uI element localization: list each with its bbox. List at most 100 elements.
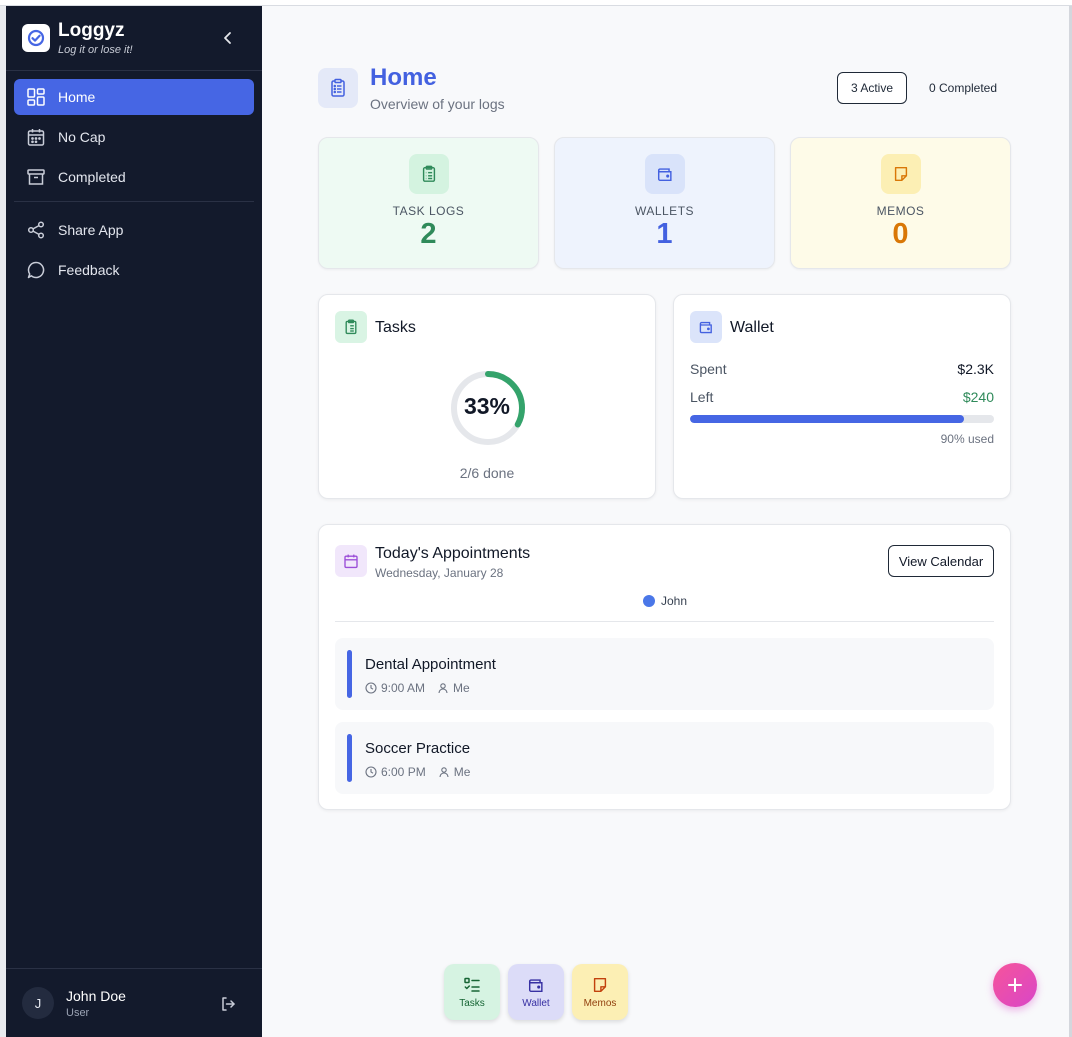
appointment-item[interactable]: Dental Appointment 9:00 AM Me (335, 638, 994, 710)
quick-add-memo-button[interactable]: Memos (572, 964, 628, 1020)
user-icon (439, 767, 449, 778)
wallet-usage-fill (690, 415, 964, 423)
brand-name: Loggyz (58, 20, 125, 41)
wallet-icon (528, 978, 543, 992)
wallet-icon (690, 311, 722, 343)
page-header-icon (318, 68, 358, 108)
wallet-usage-label: 90% used (940, 432, 994, 446)
logo-icon (22, 24, 50, 52)
stat-card-wallets[interactable]: WALLETS 1 (554, 137, 775, 269)
share-icon (27, 221, 45, 239)
wallet-usage-bar (690, 415, 994, 423)
sidebar-item-label: Home (58, 89, 96, 105)
tasks-percent: 33% (463, 393, 511, 419)
quick-action-label: Wallet (522, 997, 550, 1009)
checklist-icon (464, 977, 480, 992)
collapse-sidebar-button[interactable] (218, 28, 238, 48)
sidebar-item-label: Share App (58, 222, 124, 238)
appointments-date: Wednesday, January 28 (375, 566, 504, 580)
browser-top-strip (0, 0, 1072, 6)
sidebar-nav: Home No Cap Completed Share A (6, 71, 262, 288)
sidebar-item-completed[interactable]: Completed (14, 159, 254, 195)
wallet-card[interactable]: Wallet Spent $2.3K Left $240 90% used (673, 294, 1011, 499)
clipboard-icon (331, 78, 345, 97)
stat-value: 0 (892, 218, 909, 250)
wallet-card-title: Wallet (730, 319, 774, 336)
view-calendar-button[interactable]: View Calendar (888, 545, 994, 577)
appointment-owner: Me (453, 681, 470, 695)
tasks-progress-arc (451, 371, 525, 445)
stat-label: TASK LOGS (392, 204, 465, 218)
sidebar-item-feedback[interactable]: Feedback (14, 252, 254, 288)
archive-icon (27, 169, 45, 185)
stat-card-task-logs[interactable]: TASK LOGS 2 (318, 137, 539, 269)
user-name: John Doe (66, 987, 126, 1004)
legend-label: John (661, 594, 688, 608)
stat-value: 2 (420, 218, 437, 250)
sidebar-item-home[interactable]: Home (14, 79, 254, 115)
main-content: Home Overview of your logs 3 Active 0 Co… (262, 6, 1070, 1037)
avatar: J (22, 987, 54, 1019)
sidebar-item-label: Feedback (58, 262, 120, 278)
wallet-icon (645, 154, 685, 194)
active-count-badge[interactable]: 3 Active (837, 72, 907, 104)
tasks-card-title: Tasks (375, 319, 416, 336)
clock-icon (365, 766, 377, 778)
stat-value: 1 (656, 218, 673, 250)
appointment-item[interactable]: Soccer Practice 6:00 PM Me (335, 722, 994, 794)
calendar-icon (335, 545, 367, 577)
wallet-spent-label: Spent (690, 361, 727, 377)
completed-count-badge[interactable]: 0 Completed (928, 81, 998, 95)
user-profile: J John Doe User (6, 968, 262, 1037)
appointments-divider (335, 621, 994, 622)
appointment-title: Soccer Practice (365, 740, 471, 757)
note-icon (593, 977, 607, 992)
plus-icon (1008, 978, 1022, 992)
appointment-owner: Me (453, 765, 471, 779)
user-role: User (66, 1006, 90, 1019)
note-icon (881, 154, 921, 194)
window-edge (1069, 6, 1072, 1037)
appointment-color-bar (347, 650, 352, 698)
appointments-card: Today's Appointments Wednesday, January … (318, 524, 1011, 810)
clock-icon (365, 682, 377, 694)
logout-icon (222, 997, 235, 1011)
app-window: Loggyz Log it or lose it! Home No Cap (6, 6, 1070, 1037)
appointments-title: Today's Appointments (375, 545, 531, 562)
message-circle-icon (27, 261, 45, 279)
logout-button[interactable] (218, 994, 238, 1014)
appointment-time: 9:00 AM (381, 681, 426, 695)
brand-tagline: Log it or lose it! (58, 44, 133, 56)
appointment-color-bar (347, 734, 352, 782)
quick-add-wallet-button[interactable]: Wallet (508, 964, 564, 1020)
brand: Loggyz Log it or lose it! (6, 6, 262, 71)
sidebar-item-share-app[interactable]: Share App (14, 212, 254, 248)
wallet-left-value: $240 (962, 389, 994, 405)
chevron-left-icon (224, 32, 231, 44)
sidebar: Loggyz Log it or lose it! Home No Cap (6, 6, 262, 1037)
add-fab-button[interactable] (993, 963, 1037, 1007)
stat-card-memos[interactable]: MEMOS 0 (790, 137, 1011, 269)
stat-label: MEMOS (876, 204, 925, 218)
clipboard-icon (335, 311, 367, 343)
dashboard-icon (27, 88, 45, 106)
sidebar-item-label: No Cap (58, 129, 106, 145)
appointment-time: 6:00 PM (381, 765, 426, 779)
wallet-spent-value: $2.3K (957, 361, 994, 377)
sidebar-item-label: Completed (58, 169, 126, 185)
tasks-done-count: 2/6 done (459, 465, 515, 481)
calendar-legend[interactable]: John (643, 594, 687, 608)
page-subtitle: Overview of your logs (370, 96, 505, 112)
tasks-card[interactable]: Tasks 33% 2/6 done (318, 294, 656, 499)
quick-action-label: Tasks (459, 997, 485, 1009)
quick-add-task-button[interactable]: Tasks (444, 964, 500, 1020)
tasks-progress-ring (451, 371, 525, 445)
clipboard-icon (409, 154, 449, 194)
sidebar-divider (14, 201, 254, 202)
wallet-left-label: Left (690, 389, 714, 405)
legend-dot (643, 595, 655, 607)
quick-action-label: Memos (583, 997, 617, 1009)
sidebar-item-no-cap[interactable]: No Cap (14, 119, 254, 155)
appointment-title: Dental Appointment (365, 656, 496, 673)
calendar-icon (27, 129, 45, 146)
